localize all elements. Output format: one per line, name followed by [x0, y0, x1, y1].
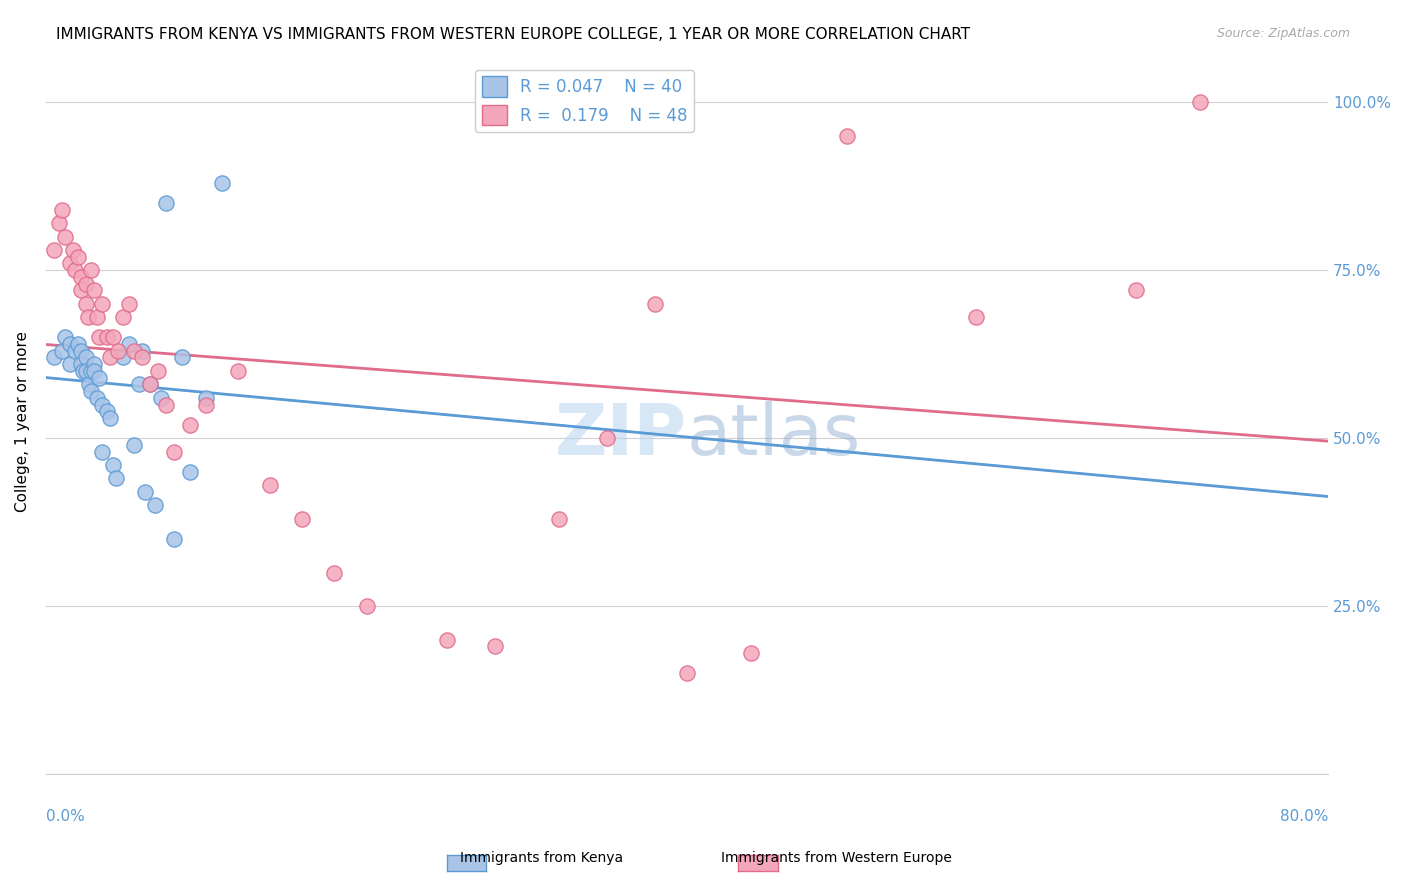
Point: [107, 343, 129, 358]
Text: Source: ZipAtlas.com: Source: ZipAtlas.com: [1216, 27, 1350, 40]
Point: [644, 297, 666, 311]
Point: [80, 384, 103, 398]
Point: [195, 398, 218, 412]
Point: [1125, 283, 1147, 297]
Point: [42, 351, 65, 365]
Point: [59, 357, 82, 371]
Point: [122, 343, 145, 358]
Point: [76, 310, 98, 325]
Point: [163, 444, 186, 458]
Point: [134, 484, 156, 499]
Point: [118, 297, 141, 311]
Point: [163, 532, 186, 546]
Point: [172, 351, 194, 365]
Point: [155, 195, 177, 210]
Point: [53, 330, 76, 344]
Point: [75, 297, 97, 311]
Point: [547, 512, 569, 526]
Point: [139, 377, 162, 392]
Point: [83, 357, 105, 371]
Point: [131, 343, 153, 358]
Text: 80.0%: 80.0%: [1279, 809, 1329, 824]
Point: [179, 417, 201, 432]
Point: [211, 176, 233, 190]
Point: [83, 364, 105, 378]
Text: Immigrants from Kenya: Immigrants from Kenya: [460, 851, 623, 865]
Point: [91, 398, 114, 412]
Point: [63, 263, 86, 277]
Point: [62, 243, 84, 257]
Point: [83, 283, 105, 297]
Point: [139, 377, 162, 392]
Point: [436, 632, 458, 647]
Point: [150, 391, 173, 405]
Point: [596, 431, 619, 445]
Point: [740, 646, 762, 660]
Point: [1188, 95, 1211, 109]
Point: [118, 337, 141, 351]
Point: [59, 337, 82, 351]
Point: [676, 666, 699, 681]
Point: [75, 351, 97, 365]
Point: [96, 330, 118, 344]
Point: [291, 512, 314, 526]
Text: Immigrants from Western Europe: Immigrants from Western Europe: [721, 851, 952, 865]
Legend: R = 0.047    N = 40, R =  0.179    N = 48: R = 0.047 N = 40, R = 0.179 N = 48: [475, 70, 695, 132]
Point: [77, 377, 100, 392]
Point: [48, 216, 70, 230]
Text: 0.0%: 0.0%: [46, 809, 84, 824]
Point: [59, 256, 82, 270]
Point: [323, 566, 346, 580]
Point: [111, 310, 134, 325]
Point: [70, 283, 93, 297]
Point: [53, 229, 76, 244]
Point: [51, 202, 73, 217]
Point: [87, 370, 110, 384]
Point: [122, 438, 145, 452]
Point: [195, 391, 218, 405]
Point: [128, 377, 150, 392]
Point: [80, 263, 103, 277]
Point: [91, 297, 114, 311]
Point: [226, 364, 249, 378]
Point: [105, 471, 128, 485]
Point: [66, 250, 89, 264]
Point: [75, 364, 97, 378]
Point: [80, 364, 103, 378]
Point: [91, 444, 114, 458]
Point: [87, 330, 110, 344]
Point: [66, 337, 89, 351]
Point: [70, 343, 93, 358]
Text: atlas: atlas: [688, 401, 862, 470]
Point: [965, 310, 987, 325]
Point: [484, 640, 506, 654]
Point: [72, 364, 94, 378]
Point: [98, 411, 121, 425]
Point: [86, 310, 108, 325]
Point: [103, 458, 125, 472]
Point: [96, 404, 118, 418]
Point: [70, 357, 93, 371]
Point: [111, 351, 134, 365]
Point: [155, 398, 177, 412]
Point: [51, 343, 73, 358]
Point: [259, 478, 281, 492]
Point: [131, 351, 153, 365]
Y-axis label: College, 1 year or more: College, 1 year or more: [15, 331, 30, 512]
Point: [86, 391, 108, 405]
Text: IMMIGRANTS FROM KENYA VS IMMIGRANTS FROM WESTERN EUROPE COLLEGE, 1 YEAR OR MORE : IMMIGRANTS FROM KENYA VS IMMIGRANTS FROM…: [56, 27, 970, 42]
Point: [98, 351, 121, 365]
Point: [837, 128, 859, 143]
Point: [70, 269, 93, 284]
Point: [146, 364, 169, 378]
Point: [75, 277, 97, 291]
Point: [143, 499, 166, 513]
Point: [356, 599, 378, 614]
Point: [179, 465, 201, 479]
Text: ZIP: ZIP: [555, 401, 688, 470]
Point: [103, 330, 125, 344]
Point: [63, 343, 86, 358]
Point: [42, 243, 65, 257]
